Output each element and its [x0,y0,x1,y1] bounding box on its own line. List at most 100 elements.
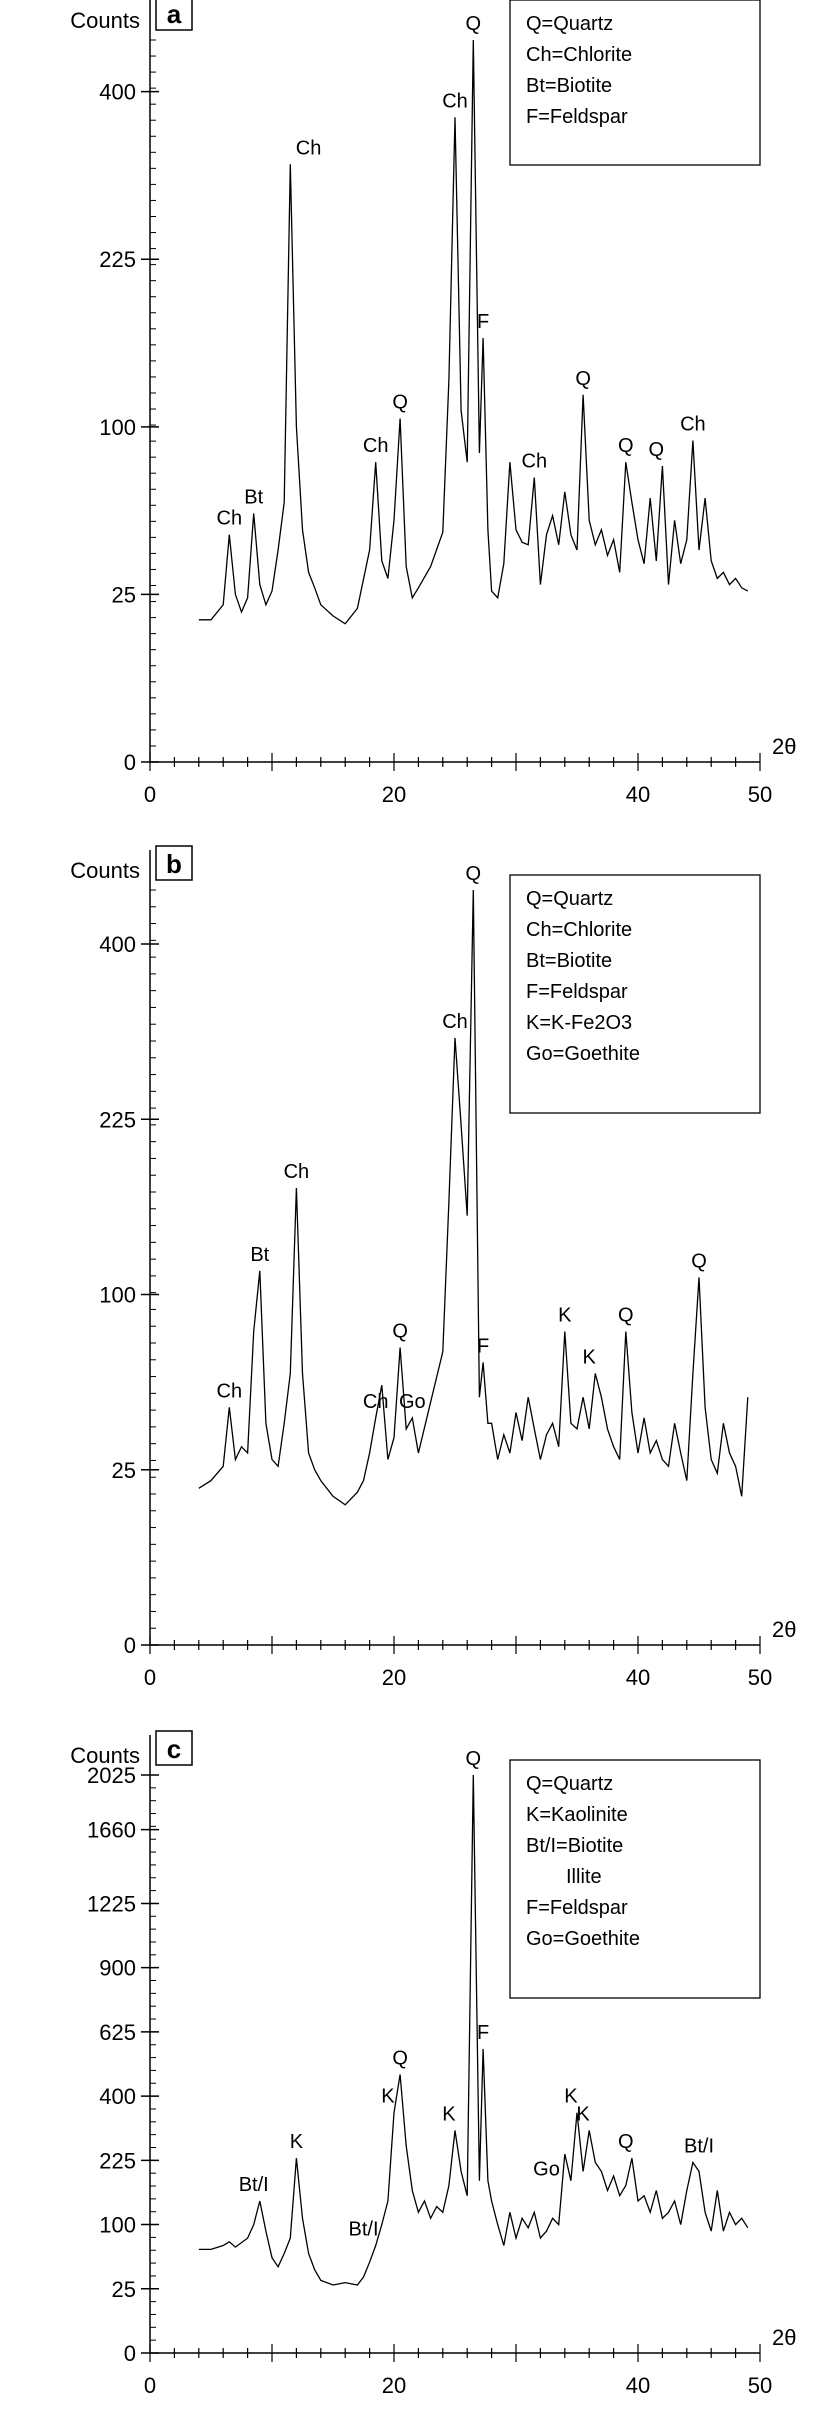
legend-entry: Bt=Biotite [526,75,612,97]
panel-label-box [155,1730,193,1766]
peak-label: K [442,2104,456,2126]
legend-entry: Bt/I=Biotite [526,1835,623,1857]
legend-entry: K=K-Fe2O3 [526,1012,632,1034]
legend-entry: Go=Goethite [526,1043,640,1065]
panel-label: c [167,1734,181,1764]
y-tick-label: 100 [99,415,136,440]
peak-label: Ch [442,1011,468,1033]
peak-label: Bt/I [684,2135,714,2157]
y-axis-label: Counts [70,8,140,33]
x-tick-label: 40 [626,782,650,807]
y-tick-label: 900 [99,1956,136,1981]
x-tick-label: 20 [382,782,406,807]
legend-entry: K=Kaolinite [526,1804,628,1826]
y-tick-label: 225 [99,247,136,272]
x-axis-label: 2θ [772,2325,796,2350]
peak-label: Q [466,1748,482,1770]
peak-label: Go [533,2159,560,2181]
peak-label: Bt/I [348,2219,378,2241]
peak-label: Ch [363,435,389,457]
peak-label: K [290,2131,304,2153]
x-tick-label: 50 [748,1665,772,1690]
y-tick-label: 100 [99,1283,136,1308]
peak-label: K [564,2086,578,2108]
peak-label: Q [392,392,408,414]
peak-label: Ch [680,414,706,436]
x-tick-label: 0 [144,2373,156,2398]
legend-entry: Ch=Chlorite [526,919,632,941]
x-tick-label: 20 [382,2373,406,2398]
y-tick-label: 2025 [87,1763,136,1788]
y-tick-label: 0 [124,1633,136,1658]
legend-box [509,1759,761,1999]
legend-entry: Q=Quartz [526,888,613,910]
peak-label: K [558,1305,572,1327]
peak-label: Q [618,435,634,457]
y-tick-label: 225 [99,1107,136,1132]
x-tick-label: 40 [626,2373,650,2398]
peak-label: Ch [442,90,468,112]
y-tick-label: 1225 [87,1891,136,1916]
peak-label: Q [466,13,482,35]
peak-label: Q [618,2131,634,2153]
peak-label: Ch [296,137,322,159]
legend-entry: F=Feldspar [526,1897,628,1919]
legend-entry: Q=Quartz [526,13,613,35]
peak-label: Q [575,368,591,390]
x-tick-label: 20 [382,1665,406,1690]
peak-label: K [583,1347,597,1369]
peak-label: Q [618,1305,634,1327]
legend-entry: Q=Quartz [526,1773,613,1795]
diffraction-trace [198,889,749,1506]
peak-label: Ch [522,451,548,473]
y-tick-label: 625 [99,2020,136,2045]
peak-label: Ch [363,1391,389,1413]
y-tick-label: 0 [124,2341,136,2366]
panel-label-box [155,0,193,31]
y-tick-label: 25 [112,1458,136,1483]
peak-label: Q [649,439,665,461]
panel-label-box [155,845,193,881]
peak-label: F [477,1335,489,1357]
y-tick-label: 400 [99,80,136,105]
y-tick-label: 25 [112,582,136,607]
peak-label: Ch [217,508,243,530]
peak-label: K [381,2086,395,2108]
x-tick-label: 50 [748,2373,772,2398]
peak-label: Bt [244,486,263,508]
peak-label: K [576,2104,590,2126]
x-tick-label: 0 [144,782,156,807]
peak-label: F [477,311,489,333]
y-tick-label: 400 [99,932,136,957]
legend-box [509,874,761,1114]
y-axis-label: Counts [70,858,140,883]
x-tick-label: 50 [748,782,772,807]
legend-entry: F=Feldspar [526,106,628,128]
peak-label: Bt [250,1244,269,1266]
diffraction-trace [198,39,749,625]
y-tick-label: 400 [99,2084,136,2109]
legend-entry: Ch=Chlorite [526,44,632,66]
legend-entry: F=Feldspar [526,981,628,1003]
y-tick-label: 0 [124,750,136,775]
x-axis-label: 2θ [772,734,796,759]
y-axis-label: Counts [70,1743,140,1768]
legend-entry: Go=Goethite [526,1928,640,1950]
peak-label: Bt/I [239,2174,269,2196]
y-tick-label: 1660 [87,1818,136,1843]
diffraction-trace [198,1774,749,2286]
legend-entry: Bt=Biotite [526,950,612,972]
peak-label: Q [392,1321,408,1343]
x-axis-label: 2θ [772,1617,796,1642]
peak-label: Q [466,863,482,885]
legend-box [509,0,761,166]
x-tick-label: 40 [626,1665,650,1690]
x-tick-label: 0 [144,1665,156,1690]
peak-label: Ch [217,1380,243,1402]
peak-label: Q [392,2048,408,2070]
peak-label: F [477,2022,489,2044]
peak-label: Go [399,1391,426,1413]
